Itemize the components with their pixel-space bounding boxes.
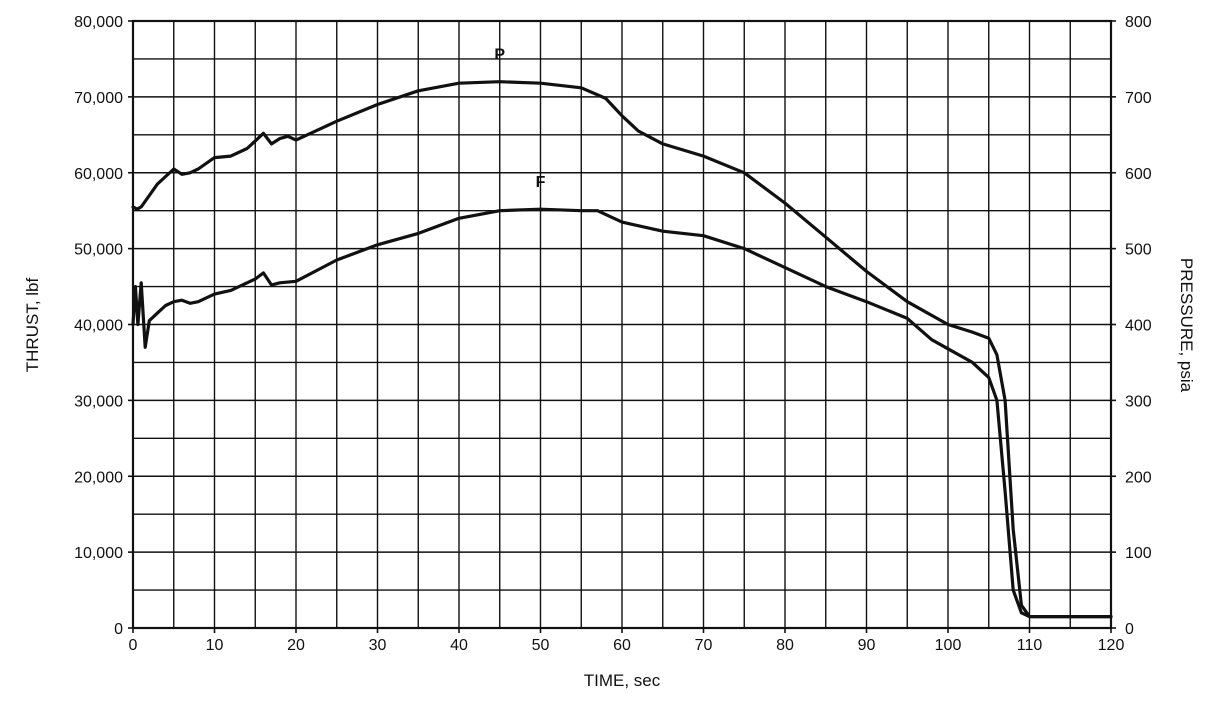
tick-labels: 0 10 20 30 40 50 60 70 80 90 100 110 120010,00020,00… bbox=[74, 14, 1152, 654]
y2-tick-label: 600 bbox=[1125, 166, 1152, 183]
y-tick-label: 20,000 bbox=[74, 469, 123, 486]
x-tick-label: 10 bbox=[206, 637, 224, 654]
y2-tick-label: 500 bbox=[1125, 242, 1152, 259]
x-tick-label: 100 bbox=[935, 637, 962, 654]
y2-tick-label: 200 bbox=[1125, 469, 1152, 486]
y-tick-label: 30,000 bbox=[74, 393, 123, 410]
y-tick-label: 0 bbox=[114, 621, 123, 638]
series-label-f: F bbox=[536, 174, 546, 191]
series-line-f bbox=[131, 207, 1113, 619]
x-tick-label: 90 bbox=[858, 637, 876, 654]
y2-tick-label: 700 bbox=[1125, 90, 1152, 107]
x-tick-label: 0 bbox=[129, 637, 138, 654]
y-tick-label: 10,000 bbox=[74, 545, 123, 562]
y2-tick-label: 300 bbox=[1125, 393, 1152, 410]
y-axis-title: THRUST, lbf bbox=[23, 278, 42, 373]
y-tick-label: 70,000 bbox=[74, 90, 123, 107]
y2-tick-label: 0 bbox=[1125, 621, 1134, 638]
y2-tick-label: 100 bbox=[1125, 545, 1152, 562]
x-axis-title: TIME, sec bbox=[584, 671, 661, 690]
series: PF bbox=[131, 47, 1113, 619]
x-tick-label: 120 bbox=[1098, 637, 1125, 654]
x-tick-label: 20 bbox=[287, 637, 305, 654]
x-tick-label: 40 bbox=[450, 637, 468, 654]
x-tick-label: 70 bbox=[695, 637, 713, 654]
y2-axis-title: PRESSURE, psia bbox=[1177, 258, 1196, 393]
grid bbox=[133, 21, 1111, 628]
series-label-p: P bbox=[494, 47, 505, 64]
series-line-p bbox=[131, 80, 1113, 619]
x-tick-label: 60 bbox=[613, 637, 631, 654]
y2-tick-label: 400 bbox=[1125, 318, 1152, 335]
y-tick-label: 40,000 bbox=[74, 318, 123, 335]
x-tick-label: 30 bbox=[369, 637, 387, 654]
y-tick-label: 50,000 bbox=[74, 242, 123, 259]
y-tick-label: 80,000 bbox=[74, 14, 123, 31]
y-tick-label: 60,000 bbox=[74, 166, 123, 183]
y2-tick-label: 800 bbox=[1125, 14, 1152, 31]
x-tick-label: 50 bbox=[532, 637, 550, 654]
x-tick-label: 80 bbox=[776, 637, 794, 654]
x-tick-label: 110 bbox=[1017, 637, 1043, 654]
